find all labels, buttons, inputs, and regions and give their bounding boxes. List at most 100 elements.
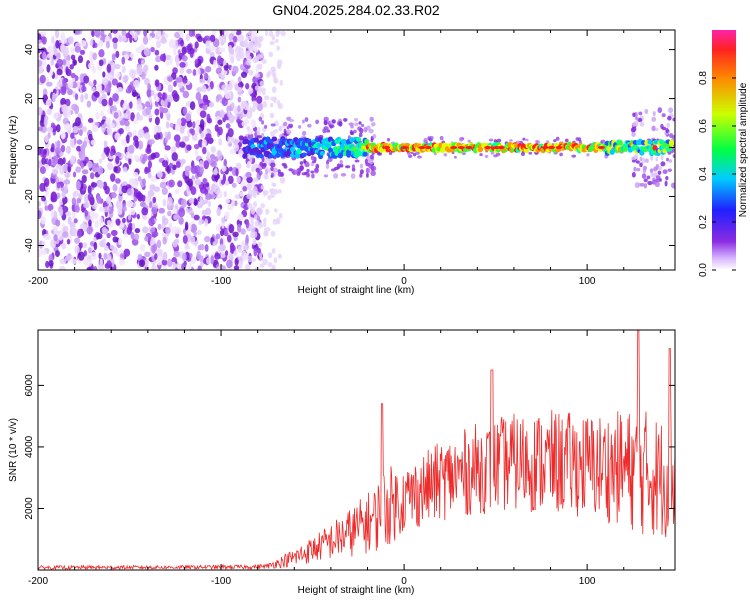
- spectrogram-side-blob: [359, 127, 364, 134]
- spectrogram-noise-blob: [168, 179, 175, 188]
- spectrogram-noise-blob: [91, 124, 99, 133]
- spectrogram-side-blob: [299, 161, 304, 165]
- spectrogram-noise-blob: [226, 259, 233, 269]
- spectrogram-noise-blob: [114, 63, 121, 70]
- spectrogram-noise-blob: [50, 209, 55, 219]
- spectrogram-noise-blob: [128, 144, 135, 154]
- spectrogram-noise-blob: [259, 256, 264, 262]
- spectrogram-noise-blob: [61, 103, 68, 114]
- spectrogram-side-blob: [359, 173, 363, 178]
- spectrogram-peak-mark: [450, 145, 458, 150]
- spectrogram-noise-blob: [65, 225, 69, 233]
- spectrogram-noise-blob: [71, 211, 76, 220]
- spectrogram-side-blob: [429, 135, 434, 140]
- spectrogram-noise-blob: [111, 78, 118, 86]
- spectrogram-noise-blob: [271, 264, 276, 270]
- spectrogram-noise-blob: [125, 109, 131, 120]
- spectrogram-peak-mark: [383, 145, 391, 150]
- spectrogram-noise-blob: [174, 123, 181, 132]
- spectrogram-noise-blob: [122, 217, 126, 224]
- spectrogram-noise-blob: [44, 115, 49, 122]
- spectrogram-noise-blob: [143, 64, 149, 72]
- spectrogram-side-blob: [258, 170, 263, 176]
- spectrogram-noise-blob: [156, 239, 162, 249]
- spectrogram-noise-blob: [202, 104, 208, 111]
- spectrogram-side-blob: [655, 157, 659, 162]
- spectrogram-noise-blob: [97, 39, 104, 48]
- spectrogram-side-blob: [283, 128, 287, 134]
- spectrogram-side-blob: [651, 116, 657, 122]
- spectrogram-side-blob: [366, 167, 371, 174]
- spectrogram-noise-blob: [86, 100, 92, 108]
- spectrogram-noise-blob: [87, 160, 93, 169]
- spectrogram-noise-blob: [209, 153, 216, 160]
- spectrogram-noise-blob: [199, 78, 206, 84]
- spectrogram-noise-blob: [263, 222, 267, 228]
- spectrogram-noise-blob: [252, 201, 258, 208]
- spectrogram-noise-blob: [215, 95, 220, 103]
- spectrogram-noise-blob: [89, 39, 94, 47]
- spectrogram-noise-blob: [59, 258, 67, 265]
- spectrogram-noise-blob: [171, 152, 178, 162]
- spectrogram-band-mark: [242, 153, 248, 159]
- spectrogram-side-blob: [333, 166, 340, 171]
- spectrogram-noise-blob: [219, 243, 226, 252]
- spectrogram-noise-blob: [245, 218, 250, 229]
- spectrogram-noise-blob: [160, 99, 165, 106]
- spectrogram-side-blob: [453, 155, 457, 159]
- spectrogram-noise-blob: [107, 162, 114, 171]
- spectrogram-noise-blob: [118, 237, 123, 246]
- spectrogram-noise-blob: [259, 263, 265, 268]
- spectrogram-noise-blob: [199, 160, 204, 168]
- spectrogram-noise-blob: [75, 180, 81, 190]
- spectrogram-side-blob: [365, 172, 369, 178]
- spectrogram-noise-blob: [70, 54, 76, 61]
- spectrogram-noise-blob: [175, 161, 181, 169]
- spectrogram-noise-blob: [217, 119, 223, 125]
- spectrogram-noise-blob: [279, 177, 286, 184]
- spectrogram-noise-blob: [124, 120, 130, 127]
- spectrogram-band-mark: [258, 153, 264, 159]
- spectrogram-noise-blob: [236, 52, 242, 62]
- spectrogram-side-blob: [272, 167, 278, 173]
- spectrogram-noise-blob: [47, 132, 51, 139]
- spectrogram-band-mark: [668, 140, 675, 147]
- spectrogram-side-blob: [639, 156, 643, 162]
- spectrogram-noise-blob: [80, 93, 84, 103]
- spectrogram-noise-blob: [220, 109, 225, 119]
- spectrogram-noise-blob: [167, 210, 172, 217]
- spectrogram-side-blob: [660, 154, 664, 161]
- spectrogram-noise-blob: [132, 91, 139, 97]
- spectrogram-noise-blob: [278, 125, 283, 132]
- spectrogram-side-blob: [359, 169, 364, 175]
- spectrogram-noise-blob: [46, 126, 54, 133]
- spectrogram-side-blob: [359, 163, 364, 169]
- spectrogram-noise-blob: [62, 164, 70, 173]
- spectrogram-noise-blob: [238, 135, 244, 141]
- spectrogram-noise-blob: [237, 76, 242, 83]
- spectrogram-side-blob: [571, 154, 577, 158]
- spectrogram-side-blob: [635, 116, 639, 121]
- spectrogram-noise-blob: [41, 36, 47, 45]
- spectrogram-noise-blob: [108, 97, 113, 107]
- spectrogram-peak-mark: [597, 145, 605, 150]
- spectrogram-noise-blob: [92, 86, 96, 93]
- spectrogram-noise-blob: [206, 113, 211, 123]
- spectrogram-noise-blob: [237, 245, 242, 253]
- spectrogram-noise-blob: [192, 69, 197, 77]
- spectrogram-noise-blob: [126, 226, 132, 235]
- spectrogram-noise-blob: [50, 57, 55, 66]
- spectrogram-noise-blob: [206, 151, 210, 158]
- spectrogram-noise-blob: [154, 49, 160, 56]
- spectrogram-side-blob: [262, 162, 267, 167]
- spectrogram-noise-blob: [204, 244, 209, 252]
- spectrogram-noise-blob: [237, 47, 244, 53]
- spectrogram-side-blob: [649, 168, 654, 173]
- spectrogram-noise-blob: [241, 240, 245, 248]
- spectrogram-side-blob: [635, 160, 640, 164]
- spectrogram-noise-blob: [103, 206, 110, 213]
- spectrogram-noise-blob: [110, 191, 117, 199]
- spectrogram-noise-blob: [109, 244, 115, 250]
